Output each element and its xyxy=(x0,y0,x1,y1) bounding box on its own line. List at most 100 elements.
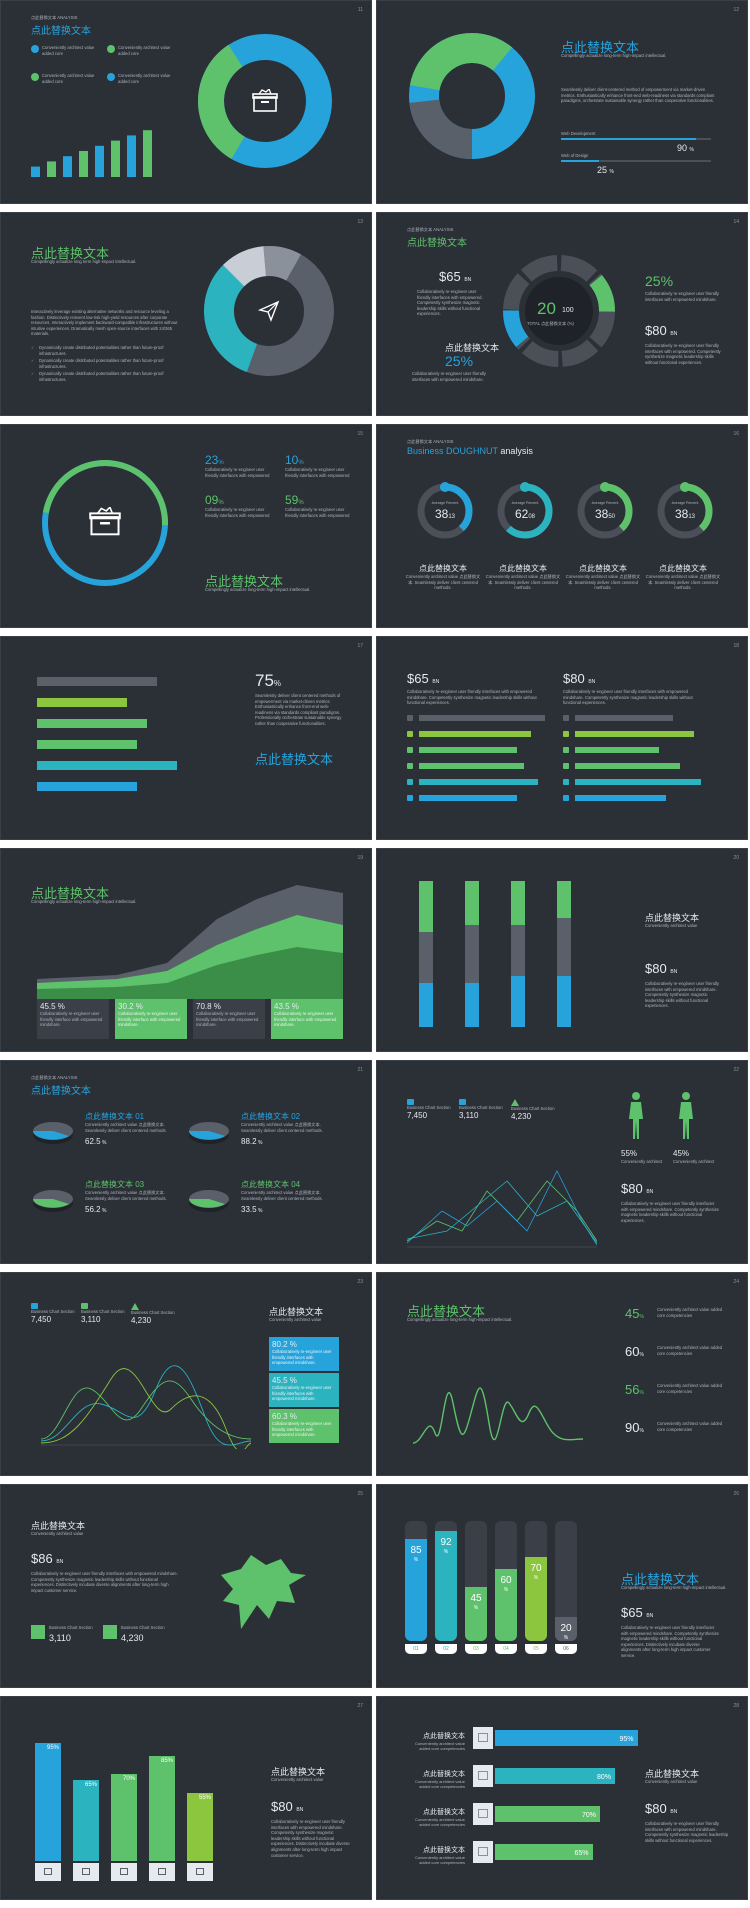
stat-item: Business Chart Section 4,230 xyxy=(511,1099,561,1121)
slide-23[interactable]: 23 Business Chart Section 7,450 Business … xyxy=(0,1272,372,1476)
slide-21[interactable]: 21 点此替换文本 ANALYSIS 点此替换文本 点此替换文本 01 Conve… xyxy=(0,1060,372,1264)
value: $80 BN xyxy=(645,961,678,976)
slide-16[interactable]: 16 点此替换文本 ANALYSIS Business DOUGHNUT ana… xyxy=(376,424,748,628)
tile-icon xyxy=(158,1868,166,1875)
bar-value-label: 70% xyxy=(582,1812,597,1819)
slide-26[interactable]: 26 85% 01 92% 02 45% 03 60% 04 70% 05 20% 06 点此替换文本… xyxy=(376,1484,748,1688)
slide-15[interactable]: 15 23% Collaboratively re-engineer user f… xyxy=(0,424,372,628)
center-value: 20 xyxy=(537,299,556,318)
slide-number: 14 xyxy=(733,219,739,225)
left-text: Collaboratively re-engineer user friendl… xyxy=(407,689,537,706)
left-percent: 25% xyxy=(445,353,474,369)
wave-series-lime xyxy=(41,1368,251,1449)
row-icon xyxy=(407,779,413,785)
right-value: $80 BN xyxy=(563,671,596,686)
bar xyxy=(149,1755,175,1861)
bar xyxy=(419,747,517,753)
slide-11[interactable]: 11 点此替换文本 ANALYSIS 点此替换文本 Conveniently a… xyxy=(0,0,372,204)
body-text: Collaboratively re-engineer user friendl… xyxy=(31,1571,178,1593)
bar-category-label: 01 xyxy=(405,1644,427,1654)
stat-item: 23% Collaboratively re-engineer user frie… xyxy=(205,453,270,478)
line-chart xyxy=(407,1170,597,1248)
bar-track xyxy=(525,1521,547,1641)
slide-14[interactable]: 14 点此替换文本 ANALYSIS 点此替换文本 $65 BN Collabo… xyxy=(376,212,748,416)
bar xyxy=(37,698,127,707)
wave-chart xyxy=(41,1365,251,1449)
body-text: Collaboratively re-engineer user friendl… xyxy=(621,1201,719,1223)
slide-title: 点此替换文本 xyxy=(31,886,110,901)
tile-icon xyxy=(82,1868,90,1875)
slide-number: 21 xyxy=(357,1067,363,1073)
right-text: Collaboratively re-engineer user friendl… xyxy=(645,343,721,365)
slide-28[interactable]: 28 点此替换文本 Conveniently architect value ad… xyxy=(376,1696,748,1900)
item-value: 62.5 % xyxy=(85,1137,106,1146)
legend-square xyxy=(103,1625,117,1639)
bar-icon-tile xyxy=(35,1863,61,1881)
left-text: Collaboratively re-engineer user friendl… xyxy=(417,289,483,317)
slide-18[interactable]: 18 $65 BN Collaboratively re-engineer us… xyxy=(376,636,748,840)
row-icon xyxy=(563,763,569,769)
body-text: Collaboratively re-engineer user friendl… xyxy=(621,1625,719,1658)
right-percent-text: Collaboratively re-engineer user friendl… xyxy=(645,291,720,302)
item-title: 点此替换文本 xyxy=(423,1847,465,1854)
bar xyxy=(419,715,545,721)
item-value-unit: % xyxy=(100,1140,107,1146)
stat-item: 56% xyxy=(625,1382,644,1397)
big-percent: 75% xyxy=(255,671,282,690)
slide-27[interactable]: 27 95% 65% 70% 85% 55% 点此替换文本 Conveniently a… xyxy=(0,1696,372,1900)
stat-box: 60.3 % Collaboratively re-engineer user f… xyxy=(269,1409,339,1443)
row-icon xyxy=(563,779,569,785)
item-value-unit: % xyxy=(100,1208,107,1214)
bar xyxy=(63,156,72,177)
right-text: Collaboratively re-engineer user friendl… xyxy=(563,689,693,706)
bar-segment xyxy=(511,975,525,1027)
stat-text: Conveniently architect value added core … xyxy=(657,1307,723,1318)
slide-title: 点此替换文本 xyxy=(205,574,284,589)
slide-13[interactable]: 13 点此替换文本 Compellingly actualize long te… xyxy=(0,212,372,416)
bar xyxy=(79,151,88,177)
bar xyxy=(111,140,120,177)
slide-12[interactable]: 12 点此替换文本 Compellingly actualize long-te… xyxy=(376,0,748,204)
stat-box: 30.2 % Collaboratively re-engineer user f… xyxy=(115,999,187,1039)
slide-number: 24 xyxy=(733,1279,739,1285)
item-text: Conveniently architect value added core … xyxy=(414,1741,465,1751)
pie-3d xyxy=(33,1122,73,1144)
doughnut-segment-green xyxy=(409,33,535,159)
slide-19[interactable]: 19 点此替换文本 Compellingly actualize long-te… xyxy=(0,848,372,1052)
pie-3d xyxy=(189,1190,229,1212)
left-subtitle: 点此替换文本 xyxy=(445,343,500,353)
body-text: Seamlessly deliver client centered metho… xyxy=(255,693,342,726)
bar-value-label: 65% xyxy=(574,1850,589,1857)
bar xyxy=(95,145,104,177)
center-total: 100 xyxy=(562,307,574,314)
slide-22[interactable]: 22 Business Chart Section 7,450 Business … xyxy=(376,1060,748,1264)
item-title: 点此替换文本 03 xyxy=(85,1180,145,1189)
slide-title: 点此替换文本 xyxy=(31,26,91,37)
tile-icon xyxy=(196,1868,204,1875)
stat-item: Business Chart Section 7,450 xyxy=(407,1099,457,1120)
slide-17[interactable]: 17 75% Seamlessly deliver client centere… xyxy=(0,636,372,840)
bar xyxy=(187,1792,213,1861)
row-icon xyxy=(563,715,569,721)
item-value-number: 33.5 xyxy=(241,1205,257,1214)
legend-dot xyxy=(107,45,115,53)
row-icon xyxy=(563,795,569,801)
slide-subtitle: Conveniently architect value xyxy=(31,1531,84,1536)
row-icon xyxy=(563,731,569,737)
row-icon xyxy=(407,795,413,801)
slide-subtitle: Compellingly actualize long-term high-im… xyxy=(621,1585,727,1590)
bar-segment xyxy=(465,983,479,1027)
slide-20[interactable]: 20 点此替换文本 Conveniently architect value $… xyxy=(376,848,748,1052)
bar xyxy=(575,715,673,721)
slide-24[interactable]: 24 点此替换文本 Compellingly actualize long-te… xyxy=(376,1272,748,1476)
bar-icon-tile xyxy=(187,1863,213,1881)
body-text: Collaboratively re-engineer user friendl… xyxy=(271,1819,350,1858)
stat-item: 45% xyxy=(625,1306,644,1321)
check-item: ✓ Dynamically create distributed potentia… xyxy=(31,358,164,369)
bar-icon-tile xyxy=(149,1863,175,1881)
ring-value-small: 50 xyxy=(608,514,616,520)
bar xyxy=(37,677,157,686)
progress-ring xyxy=(497,482,553,539)
slide-25[interactable]: 25 点此替换文本 Conveniently architect value $… xyxy=(0,1484,372,1688)
